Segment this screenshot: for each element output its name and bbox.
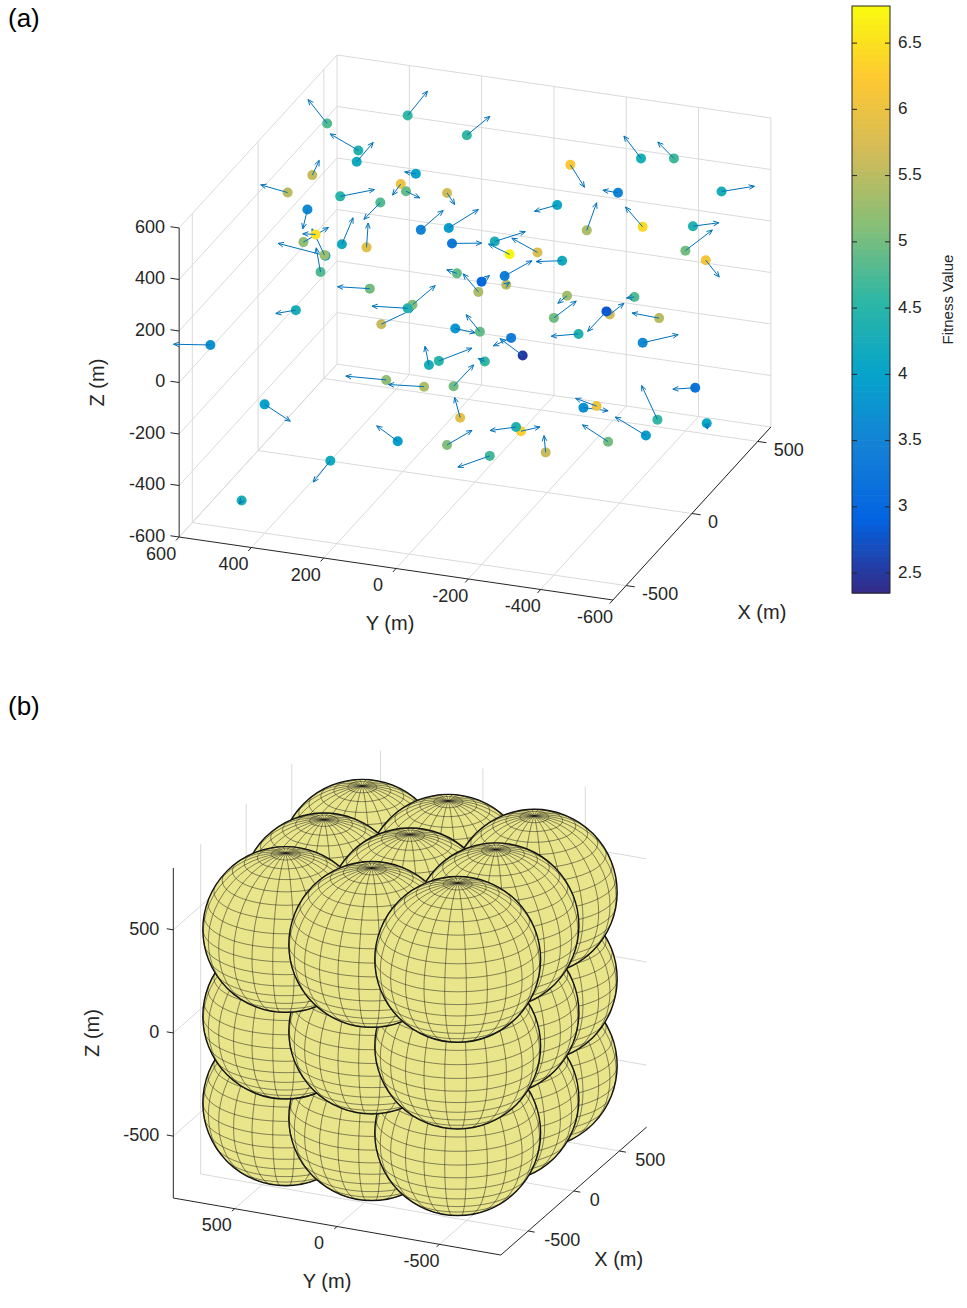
svg-text:-500: -500: [403, 1251, 439, 1271]
svg-text:200: 200: [135, 320, 165, 340]
svg-text:-600: -600: [129, 526, 165, 546]
svg-text:X (m): X (m): [594, 1248, 643, 1270]
svg-text:Y (m): Y (m): [366, 612, 415, 634]
svg-text:2.5: 2.5: [898, 563, 922, 582]
svg-text:5: 5: [898, 231, 907, 250]
svg-text:-400: -400: [129, 474, 165, 494]
svg-text:500: 500: [774, 440, 804, 460]
svg-text:4.5: 4.5: [898, 298, 922, 317]
html-text:(a): (a): [8, 3, 40, 33]
svg-text:Y (m): Y (m): [303, 1270, 352, 1292]
svg-text:-500: -500: [544, 1230, 580, 1250]
svg-text:5.5: 5.5: [898, 165, 922, 184]
svg-text:0: 0: [149, 1022, 159, 1042]
svg-text:500: 500: [202, 1215, 232, 1235]
svg-text:500: 500: [129, 919, 159, 939]
svg-text:0: 0: [708, 512, 718, 532]
svg-text:3.5: 3.5: [898, 430, 922, 449]
svg-text:600: 600: [146, 544, 176, 564]
svg-text:0: 0: [373, 575, 383, 595]
svg-text:0: 0: [155, 371, 165, 391]
svg-text:-500: -500: [642, 584, 678, 604]
svg-text:Z (m): Z (m): [86, 359, 108, 407]
svg-text:400: 400: [218, 554, 248, 574]
svg-text:6: 6: [898, 99, 907, 118]
svg-text:-200: -200: [432, 586, 468, 606]
svg-text:6.5: 6.5: [898, 33, 922, 52]
svg-text:400: 400: [135, 268, 165, 288]
svg-text:-200: -200: [129, 423, 165, 443]
svg-text:-600: -600: [577, 607, 613, 627]
svg-text:200: 200: [291, 565, 321, 585]
svg-text:-500: -500: [123, 1125, 159, 1145]
svg-text:0: 0: [314, 1233, 324, 1253]
svg-text:0: 0: [590, 1190, 600, 1210]
svg-text:4: 4: [898, 364, 907, 383]
svg-text:3: 3: [898, 496, 907, 515]
svg-text:500: 500: [635, 1150, 665, 1170]
svg-text:Fitness Value: Fitness Value: [939, 255, 956, 345]
svg-text:X (m): X (m): [737, 601, 786, 623]
svg-text:Z (m): Z (m): [81, 1009, 103, 1057]
svg-text:600: 600: [135, 217, 165, 237]
svg-text:-400: -400: [505, 596, 541, 616]
html-text:(b): (b): [8, 691, 40, 721]
